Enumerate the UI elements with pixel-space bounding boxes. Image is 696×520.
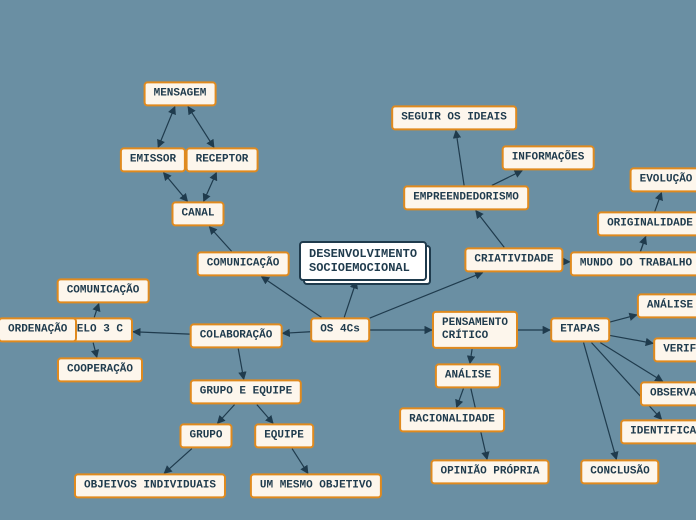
- concept-map-canvas: DESENVOLVIMENTO SOCIOEMOCIONAL OS 4Cs MENS…: [0, 0, 696, 520]
- node-mensagem: MENSAGEM: [144, 81, 217, 106]
- node-original: ORIGINALIDADE: [597, 211, 696, 236]
- edge-etapas-conclusao: [584, 343, 617, 460]
- edge-os4c-colab: [282, 332, 310, 334]
- node-comu1: COMUNICAÇÃO: [197, 251, 290, 276]
- node-racional: RACIONALIDADE: [399, 407, 505, 432]
- edge-etapas-verifica: [610, 335, 653, 343]
- node-observ: OBSERVAÇÃO: [640, 381, 696, 406]
- edge-mundotrab-original: [640, 237, 645, 252]
- node-pcrit: PENSAMENTO CRÍTICO: [432, 311, 518, 349]
- node-empreend: EMPREENDEDORISMO: [403, 185, 529, 210]
- edge-criativ-empreend: [476, 211, 505, 248]
- node-emissor: EMISSOR: [120, 147, 186, 172]
- edge-canal-receptor: [204, 173, 217, 202]
- edge-grupo-objind: [164, 449, 192, 474]
- node-analise2: ANÁLISE: [435, 363, 501, 388]
- edge-colab-grpeq: [238, 349, 244, 380]
- node-equipe: EQUIPE: [254, 423, 314, 448]
- edge-emissor-mensagem: [158, 107, 175, 148]
- node-umobjetivo: UM MESMO OBJETIVO: [250, 473, 382, 498]
- node-opiniao: OPINIÃO PRÓPRIA: [430, 459, 549, 484]
- edge-canal-emissor: [163, 173, 187, 202]
- node-colab: COLABORAÇÃO: [190, 323, 283, 348]
- node-verifica: VERIFICA: [653, 337, 696, 362]
- node-criativ: CRIATIVIDADE: [464, 247, 563, 272]
- node-conclusao: CONCLUSÃO: [580, 459, 659, 484]
- edge-grpeq-grupo: [217, 405, 234, 424]
- edge-modelo3c-comu2: [94, 304, 99, 318]
- node-receptor: RECEPTOR: [186, 147, 259, 172]
- node-mundotrab: MUNDO DO TRABALHO: [570, 251, 696, 276]
- edge-colab-modelo3c: [133, 332, 190, 334]
- node-infos: INFORMAÇÕES: [502, 145, 595, 170]
- node-objind: OBJEIVOS INDIVIDUAIS: [74, 473, 226, 498]
- node-canal: CANAL: [171, 201, 224, 226]
- node-evolucao: EVOLUÇÃO: [630, 167, 696, 192]
- node-etapas: ETAPAS: [550, 317, 610, 342]
- node-analise1: ANÁLISE: [637, 293, 696, 318]
- node-dev: DESENVOLVIMENTO SOCIOEMOCIONAL: [299, 241, 427, 281]
- edge-empreend-infos: [492, 171, 522, 186]
- edge-analise2-racional: [457, 389, 464, 408]
- edge-etapas-analise1: [610, 315, 637, 322]
- edge-comu1-canal: [209, 227, 231, 252]
- edge-receptor-mensagem: [188, 107, 214, 148]
- node-coop: COOPERAÇÃO: [57, 357, 143, 382]
- node-comu2: COMUNICAÇÃO: [57, 278, 150, 303]
- edge-grpeq-equipe: [257, 405, 273, 424]
- node-grupo: GRUPO: [179, 423, 232, 448]
- edge-empreend-seguir: [456, 131, 464, 186]
- edge-equipe-umobjetivo: [292, 449, 308, 474]
- node-os4c: OS 4Cs: [310, 317, 370, 342]
- node-identif: IDENTIFICAÇÃO: [620, 419, 696, 444]
- edge-pcrit-analise2: [470, 349, 472, 363]
- node-ordenacao: ORDENAÇÃO: [0, 317, 77, 342]
- edge-modelo3c-coop: [93, 343, 97, 358]
- edge-os4c-dev: [344, 281, 356, 317]
- node-grpeq: GRUPO E EQUIPE: [190, 379, 302, 404]
- node-seguir: SEGUIR OS IDEAIS: [391, 105, 517, 130]
